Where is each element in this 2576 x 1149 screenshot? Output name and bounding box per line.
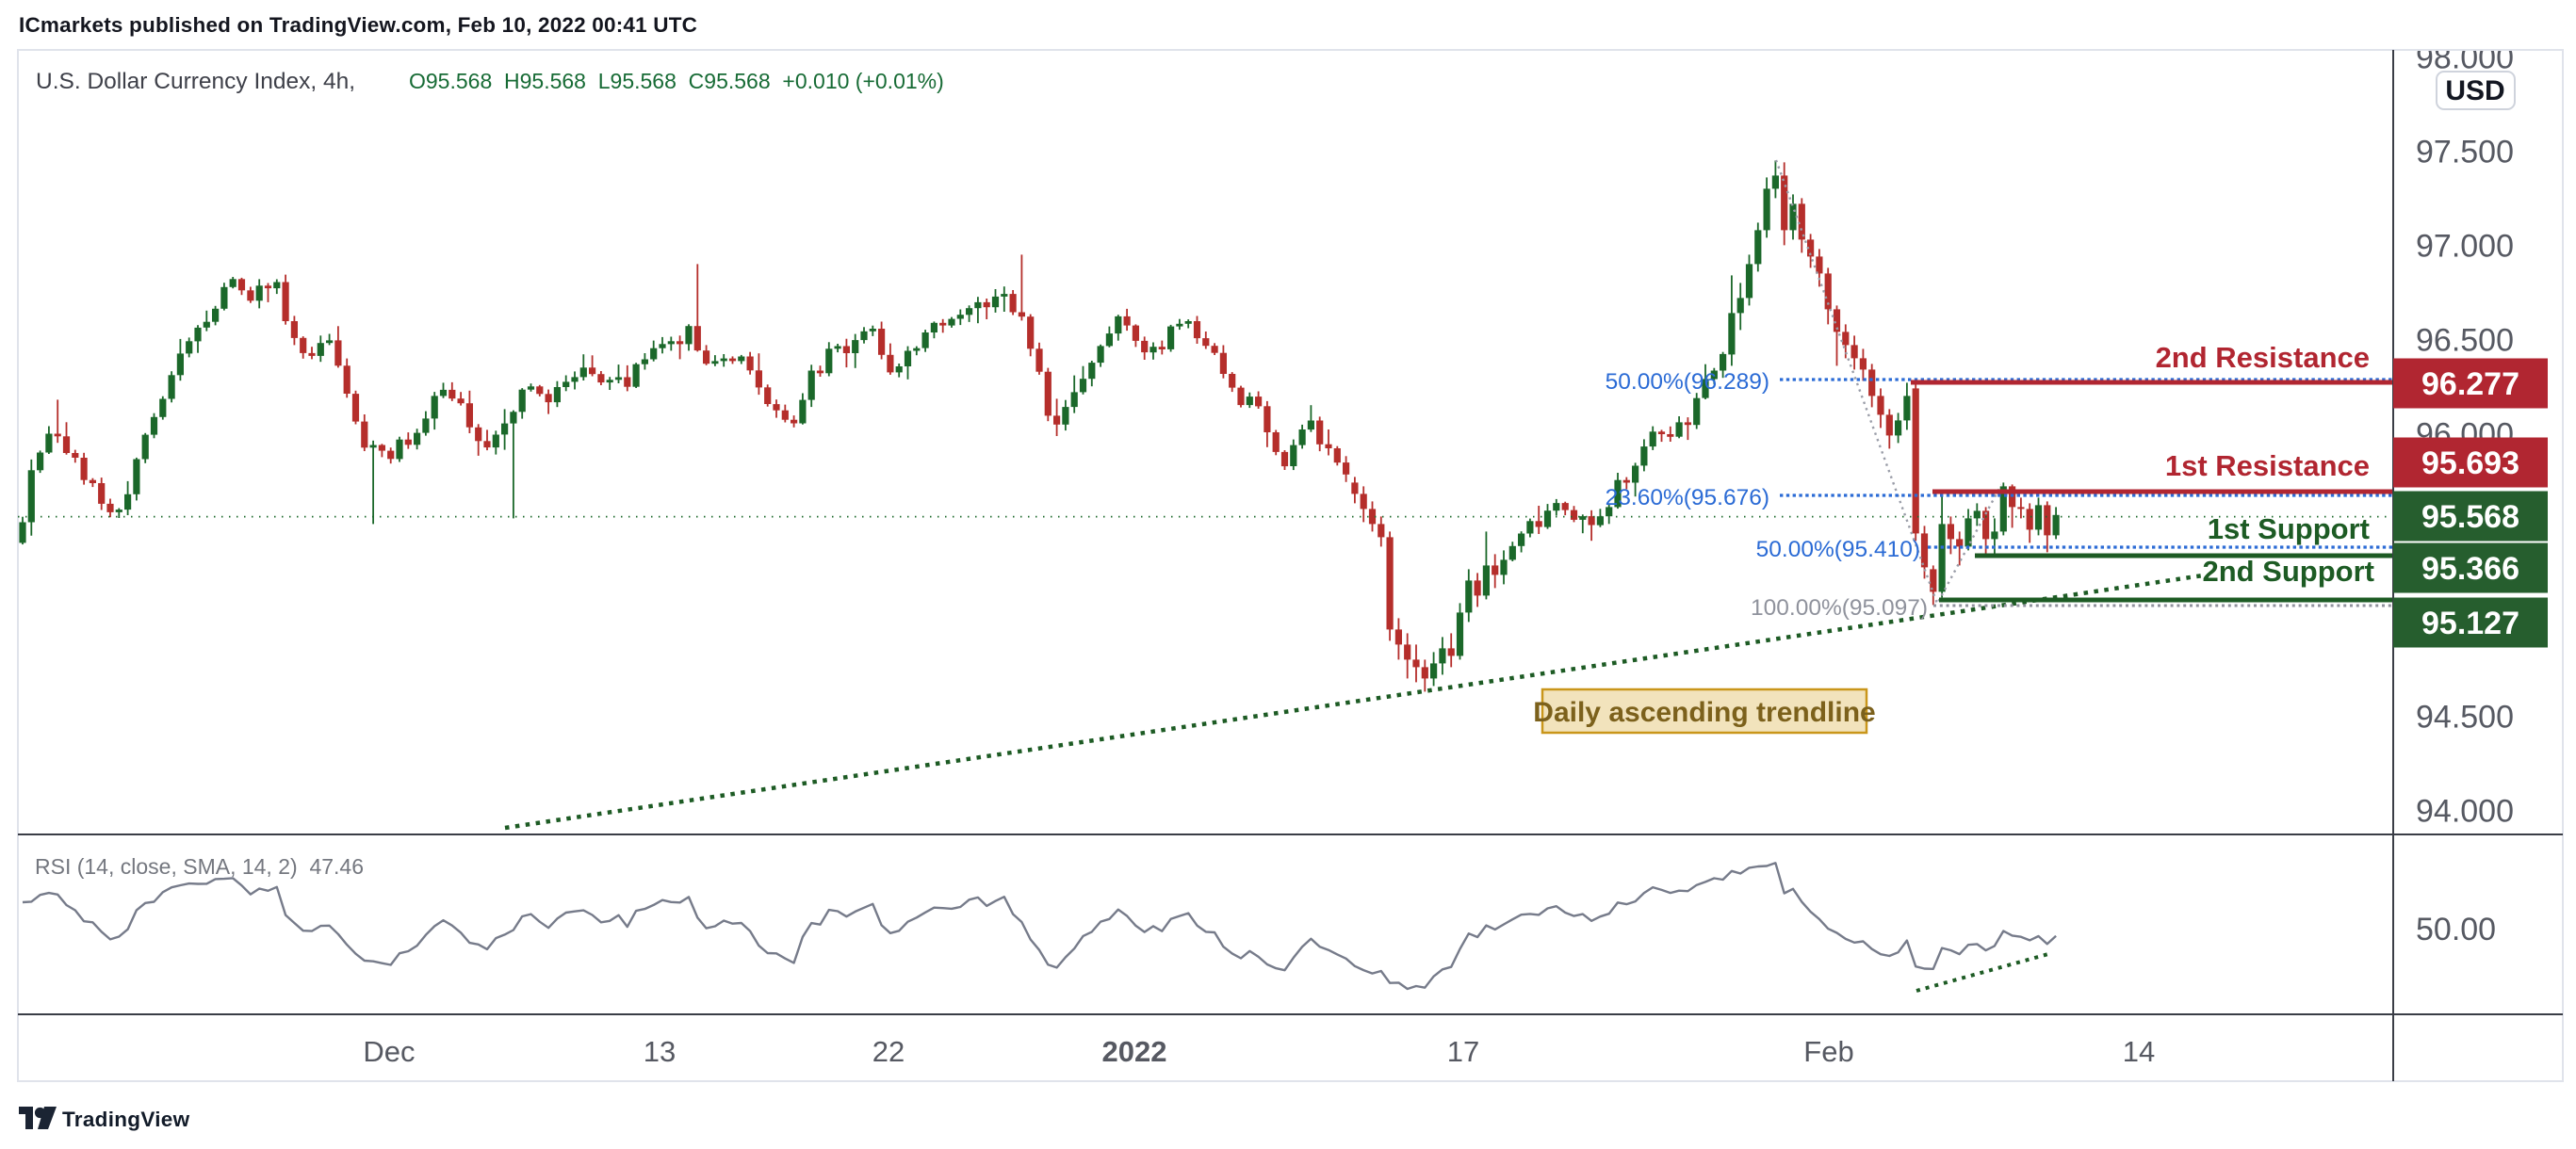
svg-text:95.568: 95.568 xyxy=(2421,499,2519,535)
svg-text:22: 22 xyxy=(872,1035,905,1068)
svg-text:96.277: 96.277 xyxy=(2421,366,2519,402)
svg-text:TradingView: TradingView xyxy=(62,1108,190,1131)
svg-text:50.00: 50.00 xyxy=(2416,912,2496,947)
svg-text:1st Support: 1st Support xyxy=(2208,512,2370,545)
svg-text:23.60%(95.676): 23.60%(95.676) xyxy=(1606,485,1769,510)
svg-text:94.000: 94.000 xyxy=(2416,793,2514,829)
svg-text:97.000: 97.000 xyxy=(2416,228,2514,264)
svg-text:Daily ascending trendline: Daily ascending trendline xyxy=(1533,697,1875,728)
svg-text:USD: USD xyxy=(2445,75,2504,106)
svg-text:13: 13 xyxy=(644,1035,676,1068)
svg-text:94.500: 94.500 xyxy=(2416,699,2514,735)
svg-text:Feb: Feb xyxy=(1803,1035,1853,1068)
svg-text:O95.568 H95.568 L95.568 C95: O95.568 H95.568 L95.568 C95.568 +0.010 (… xyxy=(409,69,944,93)
svg-text:2nd Resistance: 2nd Resistance xyxy=(2156,341,2370,374)
svg-text:100.00%(95.097): 100.00%(95.097) xyxy=(1751,595,1928,621)
svg-text:14: 14 xyxy=(2123,1035,2155,1068)
svg-text:2022: 2022 xyxy=(1102,1035,1167,1068)
svg-text:RSI (14, close, SMA, 14, 2) 4: RSI (14, close, SMA, 14, 2) 47.46 xyxy=(35,854,364,879)
svg-text:1st Resistance: 1st Resistance xyxy=(2165,449,2370,482)
svg-text:17: 17 xyxy=(1447,1035,1479,1068)
svg-text:96.500: 96.500 xyxy=(2416,322,2514,358)
svg-text:U.S. Dollar Currency Index, 4h: U.S. Dollar Currency Index, 4h, xyxy=(36,69,355,94)
svg-text:98.000: 98.000 xyxy=(2416,40,2514,75)
svg-text:2nd Support: 2nd Support xyxy=(2202,555,2374,588)
svg-text:50.00%(95.410): 50.00%(95.410) xyxy=(1756,537,1920,562)
svg-text:Dec: Dec xyxy=(363,1035,415,1068)
svg-text:95.127: 95.127 xyxy=(2421,606,2519,641)
svg-text:95.693: 95.693 xyxy=(2421,445,2519,481)
svg-text:97.500: 97.500 xyxy=(2416,134,2514,170)
svg-text:50.00%(96.289): 50.00%(96.289) xyxy=(1606,369,1769,395)
svg-text:95.366: 95.366 xyxy=(2421,551,2519,587)
